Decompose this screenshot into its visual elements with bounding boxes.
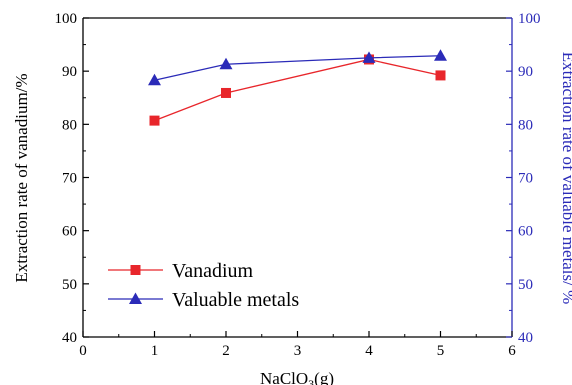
x-axis-label-subscript: 3 bbox=[308, 377, 314, 385]
x-tick-label: 1 bbox=[151, 343, 159, 359]
x-axis-label-tail: (g) bbox=[314, 369, 334, 385]
legend-marker-vanadium bbox=[130, 265, 141, 275]
left-y-tick-label: 40 bbox=[62, 330, 77, 346]
legend-label-vanadium: Vanadium bbox=[172, 260, 254, 282]
right-y-tick-label: 80 bbox=[518, 117, 533, 133]
left-y-axis-label: Extraction rate of vanadium/% bbox=[12, 73, 31, 282]
left-y-axis-ticks: 40 50 60 70 80 90 100 bbox=[55, 11, 89, 346]
series-valuable-metals bbox=[148, 49, 447, 86]
left-y-tick-label: 70 bbox=[62, 171, 77, 187]
data-point-vanadium bbox=[221, 87, 231, 98]
series-vanadium bbox=[149, 54, 446, 126]
data-point-valuable-metals bbox=[148, 73, 161, 86]
right-y-axis-ticks: 40 50 60 70 80 90 100 bbox=[506, 11, 541, 346]
x-axis-label-main: NaClO bbox=[260, 369, 308, 385]
data-point-vanadium bbox=[149, 115, 160, 126]
data-point-valuable-metals bbox=[219, 57, 233, 70]
data-point-vanadium bbox=[435, 70, 446, 81]
right-y-tick-label: 50 bbox=[518, 277, 533, 293]
legend-label-valuable-metals: Valuable metals bbox=[172, 289, 299, 311]
left-y-tick-label: 80 bbox=[62, 117, 77, 133]
data-point-valuable-metals bbox=[434, 49, 447, 61]
series-line-vanadium bbox=[154, 58, 441, 122]
left-y-tick-label: 50 bbox=[62, 277, 77, 293]
right-y-axis-label: Extraction rate of valuable metals/ % bbox=[559, 52, 572, 305]
x-tick-label: 0 bbox=[79, 343, 87, 359]
x-tick-label: 3 bbox=[294, 343, 302, 359]
right-y-tick-label: 40 bbox=[518, 330, 533, 346]
left-y-tick-label: 60 bbox=[62, 224, 77, 240]
x-tick-label: 5 bbox=[437, 343, 445, 359]
right-y-tick-label: 60 bbox=[518, 224, 533, 240]
x-tick-label: 2 bbox=[222, 343, 230, 359]
data-point-valuable-metals bbox=[362, 51, 376, 63]
series-layer bbox=[148, 49, 447, 126]
legend: Vanadium Valuable metals bbox=[108, 260, 299, 311]
right-y-tick-label: 70 bbox=[518, 171, 533, 187]
legend-marker-valuable-metals bbox=[129, 292, 142, 304]
right-y-tick-label: 100 bbox=[518, 11, 541, 27]
x-tick-label: 6 bbox=[508, 343, 516, 359]
right-y-tick-label: 90 bbox=[518, 64, 533, 80]
left-y-tick-label: 90 bbox=[62, 64, 77, 80]
x-axis-ticks: 0 1 2 3 4 5 6 bbox=[79, 331, 516, 359]
x-tick-label: 4 bbox=[365, 343, 373, 359]
x-axis-label: NaClO3(g) bbox=[260, 369, 334, 385]
series-line-valuable-metals bbox=[154, 55, 441, 81]
left-y-tick-label: 100 bbox=[55, 11, 78, 27]
